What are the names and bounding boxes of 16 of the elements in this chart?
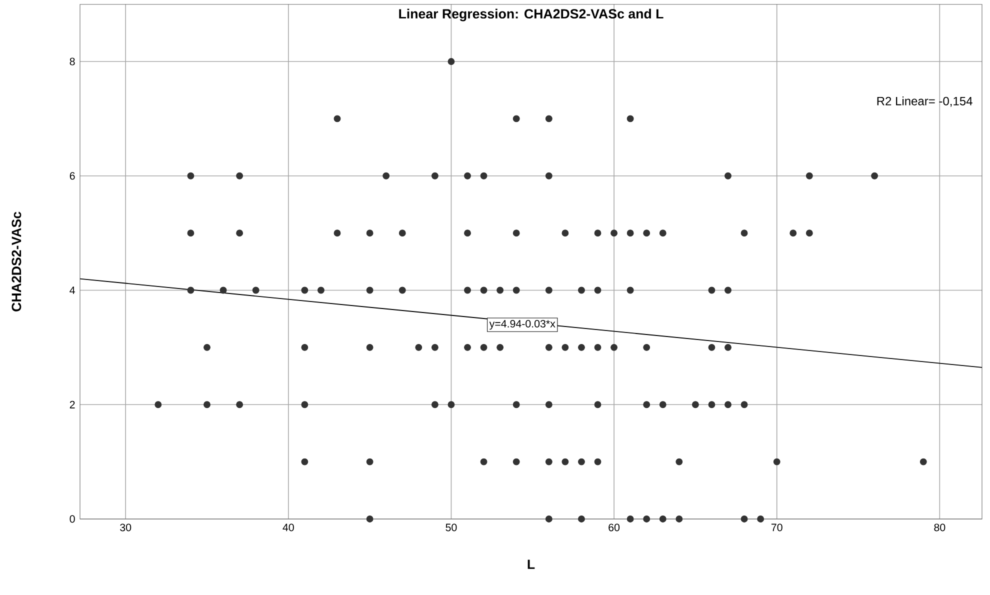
x-axis-title: L: [528, 560, 535, 569]
x-tick-label: 50: [446, 524, 457, 532]
y-tick-label: 0: [70, 515, 75, 523]
chart-title: Linear Regression: CHA2DS2-VASc and L: [399, 8, 664, 22]
x-tick-label: 30: [120, 524, 132, 532]
y-tick-label: 4: [70, 286, 75, 294]
y-tick-label: 2: [70, 400, 75, 408]
x-tick-label: 40: [282, 524, 294, 532]
y-tick-label: 8: [70, 58, 75, 66]
y-axis-title: CHA2DS2-VASc: [12, 212, 22, 312]
y-tick-label: 6: [70, 172, 75, 180]
x-tick-label: 80: [934, 524, 946, 532]
annotation: R2 Linear= -0,154: [877, 96, 972, 107]
x-tick-label: 70: [771, 524, 782, 532]
x-tick-label: 60: [608, 524, 620, 532]
annotation: y=4.94-0.03*x: [489, 320, 556, 330]
